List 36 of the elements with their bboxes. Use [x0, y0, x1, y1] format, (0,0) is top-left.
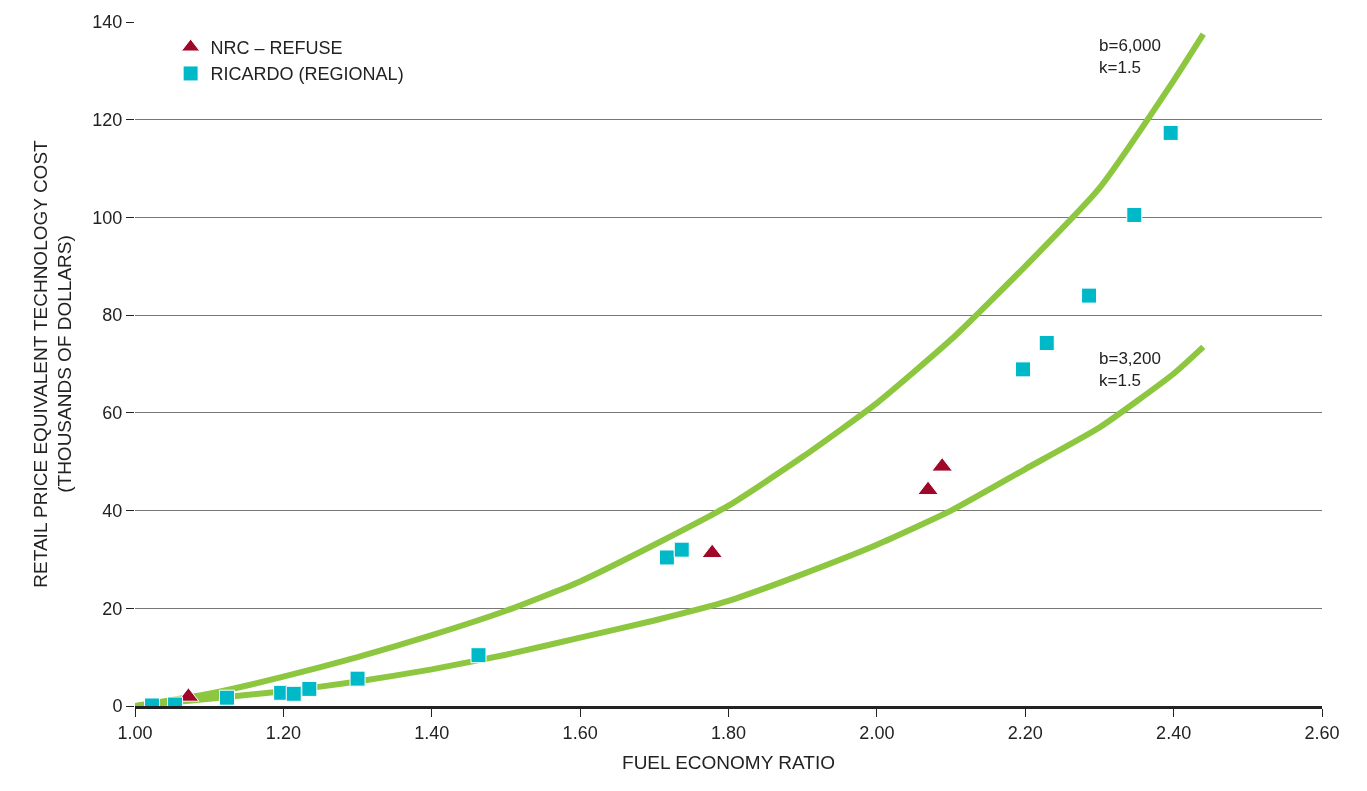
x-tick-label: 2.60: [1304, 722, 1340, 743]
point: [1081, 287, 1098, 304]
x-tick-label: 1.20: [265, 722, 301, 743]
y-tick-label: 60: [102, 403, 123, 424]
legend-label: RICARDO (REGIONAL): [210, 64, 404, 85]
y-tick-label: 20: [102, 598, 123, 619]
point: [349, 670, 366, 687]
x-axis-title: FUEL ECONOMY RATIO: [622, 752, 835, 774]
annotation: b=6,000 k=1.5: [1099, 36, 1161, 78]
point: [673, 541, 690, 558]
x-tick-label: 1.80: [710, 722, 747, 743]
point: [658, 549, 675, 566]
point: [470, 647, 487, 664]
point: [218, 689, 235, 706]
point: [301, 680, 318, 697]
x-tick-label: 2.00: [859, 722, 895, 743]
point: [1015, 361, 1032, 378]
y-tick-label: 40: [102, 500, 123, 521]
point: [1038, 334, 1055, 351]
y-tick-label: 100: [92, 207, 123, 228]
point: [917, 480, 939, 496]
x-tick-label: 1.40: [414, 722, 450, 743]
y-tick-label: 120: [92, 110, 123, 131]
x-tick-label: 2.20: [1007, 722, 1043, 743]
legend-label: NRC – REFUSE: [210, 38, 343, 59]
annotation: b=3,200 k=1.5: [1099, 349, 1161, 391]
point: [285, 685, 302, 702]
x-tick-label: 1.60: [562, 722, 598, 743]
y-tick-label: 80: [102, 305, 123, 326]
y-tick-label: 140: [92, 12, 123, 33]
y-axis-title: RETAIL PRICE EQUIVALENT TECHNOLOGY COST (THOUSANDS OF DOLLARS): [29, 139, 76, 588]
y-tick-label: 0: [112, 696, 123, 717]
x-tick-label: 2.40: [1156, 722, 1192, 743]
point: [1126, 206, 1143, 223]
x-tick-label: 1.00: [117, 722, 153, 743]
point: [1162, 124, 1179, 141]
